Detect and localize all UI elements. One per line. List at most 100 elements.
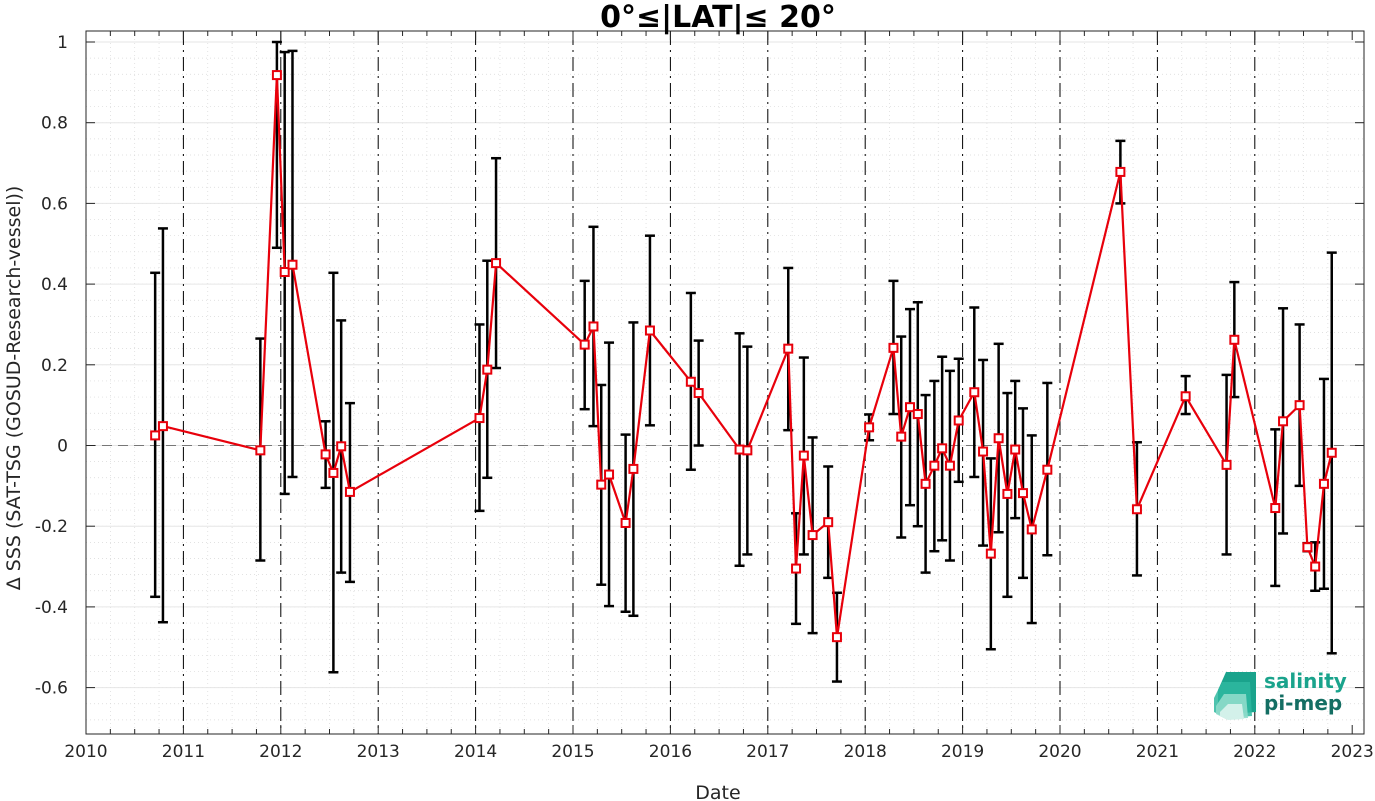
x-tick-label: 2022 bbox=[1233, 742, 1276, 762]
x-tick-labels: 2010 2011 2012 2013 2014 2015 2016 2017 2018 2019… bbox=[64, 742, 1373, 762]
y-tick-label: -0.4 bbox=[35, 598, 68, 618]
data-point-marker bbox=[1302, 542, 1313, 553]
data-point-marker bbox=[1229, 334, 1240, 345]
data-point-marker bbox=[742, 445, 753, 456]
data-point-marker bbox=[474, 413, 485, 424]
x-tick-label: 2023 bbox=[1331, 742, 1374, 762]
x-tick-label: 2014 bbox=[454, 742, 497, 762]
data-point-marker bbox=[944, 460, 955, 471]
data-point-marker bbox=[1326, 447, 1337, 458]
y-tick-label: 0.4 bbox=[41, 275, 68, 295]
data-point-marker bbox=[1131, 504, 1142, 515]
salinity-pi-mep-logo: salinity pi-mep bbox=[1214, 669, 1347, 720]
data-point-marker bbox=[1010, 444, 1021, 455]
data-point-marker bbox=[1180, 391, 1191, 402]
data-point-marker bbox=[279, 266, 290, 277]
data-point-marker bbox=[807, 530, 818, 541]
x-tick-label: 2021 bbox=[1136, 742, 1179, 762]
wave-logo-icon bbox=[1214, 672, 1256, 720]
y-tick-label: 0.8 bbox=[41, 114, 68, 134]
y-tick-label: -0.2 bbox=[35, 517, 68, 537]
data-point-marker bbox=[644, 325, 655, 336]
data-point-marker bbox=[287, 259, 298, 270]
x-axis-label: Date bbox=[695, 782, 740, 801]
data-point-marker bbox=[150, 430, 161, 441]
data-point-marker bbox=[336, 441, 347, 452]
data-point-marker bbox=[1017, 488, 1028, 499]
data-point-marker bbox=[255, 445, 266, 456]
y-tick-label: 0 bbox=[57, 437, 68, 457]
y-tick-labels: 1 0.8 0.6 0.4 0.2 0 -0.2 -0.4 -0.6 bbox=[35, 33, 68, 699]
data-point-marker bbox=[1278, 416, 1289, 427]
data-point-marker bbox=[993, 433, 1004, 444]
data-point-marker bbox=[685, 376, 696, 387]
data-point-marker bbox=[905, 402, 916, 413]
axes-box bbox=[85, 30, 1365, 735]
logo-text-line2: pi-mep bbox=[1264, 691, 1342, 715]
data-point-marker bbox=[831, 632, 842, 643]
data-point-marker bbox=[1042, 464, 1053, 475]
data-point-marker bbox=[978, 446, 989, 457]
data-point-marker bbox=[271, 70, 282, 81]
data-point-marker bbox=[1221, 459, 1232, 470]
data-point-marker bbox=[953, 415, 964, 426]
data-point-marker bbox=[937, 443, 948, 454]
error-bars bbox=[150, 40, 1337, 683]
year-separators bbox=[182, 31, 1256, 734]
data-point-marker bbox=[320, 449, 331, 460]
y-axis-label: Δ SSS (SAT-TSG (GOSUD-Research-vessel)) bbox=[3, 186, 25, 591]
data-point-marker bbox=[596, 479, 607, 490]
data-point-marker bbox=[579, 339, 590, 350]
axis-ticks bbox=[85, 31, 1364, 734]
data-point-marker bbox=[344, 486, 355, 497]
y-tick-label: 0.6 bbox=[41, 194, 68, 214]
logo-text-line1: salinity bbox=[1264, 669, 1347, 693]
data-point-marker bbox=[328, 467, 339, 478]
data-point-marker bbox=[588, 321, 599, 332]
x-tick-label: 2016 bbox=[649, 742, 692, 762]
data-point-marker bbox=[985, 548, 996, 559]
x-tick-label: 2020 bbox=[1038, 742, 1081, 762]
x-tick-label: 2013 bbox=[357, 742, 400, 762]
data-markers bbox=[150, 70, 1337, 643]
data-point-marker bbox=[491, 258, 502, 269]
chart-title: 0°≤|LAT|≤ 20° bbox=[600, 0, 836, 35]
y-tick-label: 1 bbox=[57, 33, 68, 53]
data-point-marker bbox=[1026, 524, 1037, 535]
data-point-marker bbox=[482, 364, 493, 375]
data-point-marker bbox=[628, 463, 639, 474]
data-point-marker bbox=[604, 469, 615, 480]
y-tick-label: -0.6 bbox=[35, 679, 68, 699]
x-tick-label: 2019 bbox=[941, 742, 984, 762]
data-point-marker bbox=[1115, 166, 1126, 177]
x-tick-label: 2010 bbox=[64, 742, 107, 762]
x-tick-label: 2017 bbox=[746, 742, 789, 762]
x-tick-label: 2018 bbox=[844, 742, 887, 762]
data-point-marker bbox=[929, 460, 940, 471]
data-point-marker bbox=[1002, 488, 1013, 499]
data-point-marker bbox=[888, 342, 899, 353]
data-point-marker bbox=[864, 422, 875, 433]
x-tick-label: 2011 bbox=[162, 742, 205, 762]
data-point-marker bbox=[920, 478, 931, 489]
data-point-marker bbox=[157, 421, 168, 432]
major-grid bbox=[86, 41, 1364, 689]
data-point-marker bbox=[693, 388, 704, 399]
data-point-marker bbox=[791, 563, 802, 574]
data-point-marker bbox=[783, 343, 794, 354]
data-point-marker bbox=[896, 431, 907, 442]
data-point-marker bbox=[912, 409, 923, 420]
data-point-marker bbox=[798, 450, 809, 461]
x-tick-label: 2012 bbox=[259, 742, 302, 762]
data-point-marker bbox=[823, 517, 834, 528]
data-point-marker bbox=[1310, 561, 1321, 572]
data-point-marker bbox=[1318, 478, 1329, 489]
data-point-marker bbox=[1294, 400, 1305, 411]
y-tick-label: 0.2 bbox=[41, 356, 68, 376]
x-tick-label: 2015 bbox=[551, 742, 594, 762]
data-point-marker bbox=[620, 517, 631, 528]
data-point-marker bbox=[1270, 503, 1281, 514]
data-point-marker bbox=[969, 387, 980, 398]
